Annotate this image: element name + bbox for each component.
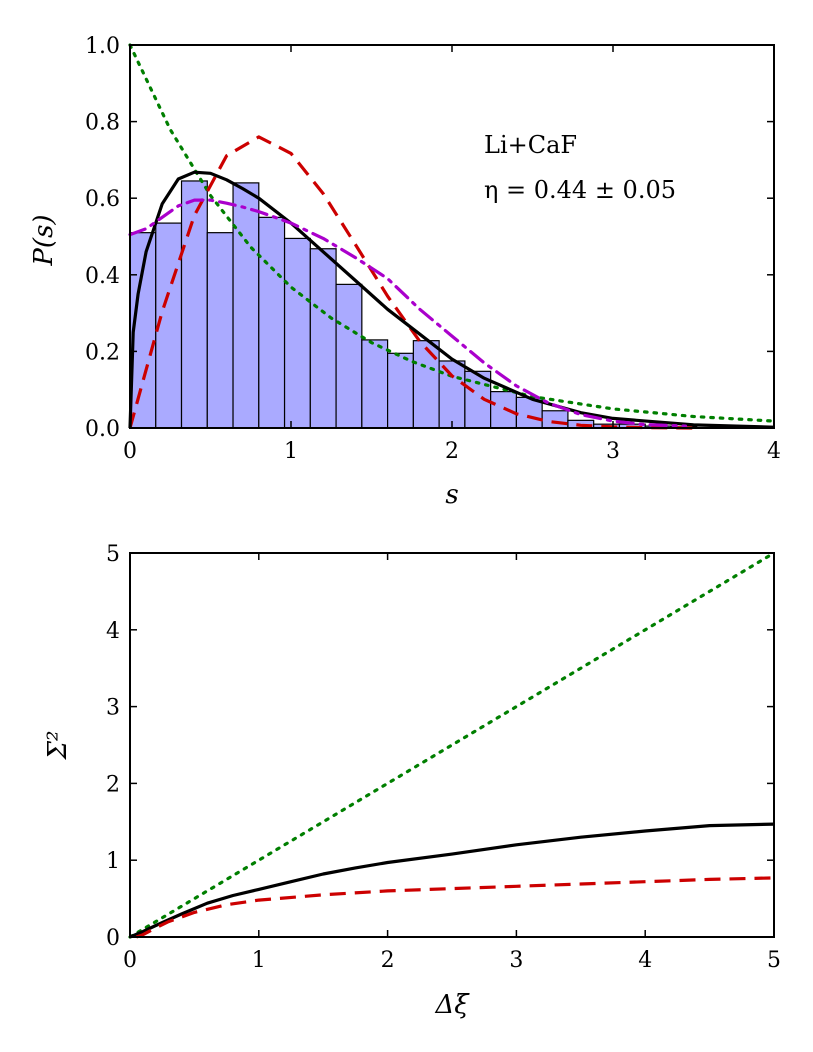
- bottom-axes-frame: [129, 552, 775, 938]
- bottom-y-tick-label: 5: [106, 542, 120, 567]
- annotation-system: Li+CaF: [484, 131, 577, 159]
- bottom-series-data: [129, 822, 775, 939]
- top-x-tick-label: 3: [606, 439, 620, 464]
- bottom-x-axis-label: Δξ: [434, 990, 470, 1020]
- bottom-ticks: 0 1 2 3 4 5 0 1 2 3 4 5: [106, 542, 781, 973]
- bottom-y-tick-label: 2: [106, 772, 120, 797]
- bottom-x-tick-label: 3: [509, 948, 523, 973]
- top-y-tick-label: 0.6: [85, 187, 120, 212]
- histogram-bar: [155, 222, 183, 429]
- bottom-series-lines: [128, 551, 776, 939]
- top-series-lines: [128, 43, 776, 430]
- histogram-bar: [438, 360, 466, 429]
- histogram-bar: [541, 410, 569, 429]
- bottom-x-tick-label: 1: [252, 948, 266, 973]
- top-x-tick-label: 1: [284, 439, 298, 464]
- top-y-tick-label: 0.0: [85, 417, 120, 442]
- top-y-tick-label: 1.0: [85, 34, 120, 59]
- top-y-tick-label: 0.8: [85, 111, 120, 136]
- bottom-y-tick-label: 4: [106, 619, 120, 644]
- top-x-tick-label: 0: [123, 439, 137, 464]
- bottom-x-tick-label: 2: [381, 948, 395, 973]
- histogram-bar: [206, 232, 234, 429]
- histogram-bar: [490, 391, 518, 429]
- histogram-bar: [335, 283, 363, 429]
- bottom-y-tick-label: 1: [106, 849, 120, 874]
- top-x-axis-label: s: [445, 480, 458, 510]
- bottom-x-tick-label: 0: [123, 948, 137, 973]
- histogram-bar: [412, 340, 440, 429]
- histogram-bar: [283, 237, 311, 429]
- top-x-tick-label: 2: [445, 439, 459, 464]
- top-ticks: 0 1 2 3 4 0.0 0.2 0.4 0.6 0.8 1.0: [85, 34, 781, 464]
- annotation-eta: η = 0.44 ± 0.05: [484, 176, 676, 204]
- bottom-x-tick-label: 4: [638, 948, 652, 973]
- top-y-tick-label: 0.4: [85, 264, 120, 289]
- histogram-bar: [180, 180, 208, 429]
- histogram-bar: [309, 248, 337, 429]
- top-y-tick-label: 0.2: [85, 340, 120, 365]
- top-panel: 0 1 2 3 4 0.0 0.2 0.4 0.6 0.8 1.0 s P(s) Li+CaF η …: [29, 34, 781, 510]
- histogram-bar: [232, 182, 260, 429]
- histogram-bar: [258, 216, 286, 429]
- top-y-axis-label: P(s): [29, 214, 59, 266]
- bottom-series-goe: [135, 876, 775, 939]
- histogram-bars: [129, 180, 698, 429]
- bottom-x-tick-label: 5: [767, 948, 781, 973]
- histogram-bar: [361, 339, 389, 429]
- bottom-y-axis-label: Σ²: [43, 731, 73, 761]
- top-x-tick-label: 4: [767, 439, 781, 464]
- top-series-model-fit: [128, 198, 688, 428]
- histogram-bar: [387, 352, 414, 429]
- top-series-wigner-dyson-goe: [128, 135, 694, 430]
- bottom-panel: 0 1 2 3 4 5 0 1 2 3 4 5 Δξ Σ²: [43, 542, 781, 1020]
- top-series-poisson: [128, 43, 776, 423]
- bottom-series-poisson: [128, 551, 776, 939]
- bottom-y-tick-label: 0: [106, 926, 120, 951]
- bottom-y-tick-label: 3: [106, 696, 120, 721]
